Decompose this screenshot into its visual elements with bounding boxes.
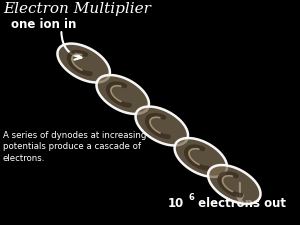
Text: Electron Multiplier: Electron Multiplier: [3, 2, 151, 16]
Text: 6: 6: [188, 194, 194, 202]
Text: A series of dynodes at increasing
potentials produce a cascade of
electrons.: A series of dynodes at increasing potent…: [3, 130, 146, 163]
Polygon shape: [175, 138, 227, 177]
Polygon shape: [208, 165, 260, 204]
Polygon shape: [57, 44, 110, 82]
Polygon shape: [97, 75, 149, 114]
Text: 10: 10: [167, 197, 184, 210]
Text: one ion in: one ion in: [11, 18, 76, 31]
Polygon shape: [136, 107, 188, 145]
Text: electrons out: electrons out: [194, 197, 286, 210]
